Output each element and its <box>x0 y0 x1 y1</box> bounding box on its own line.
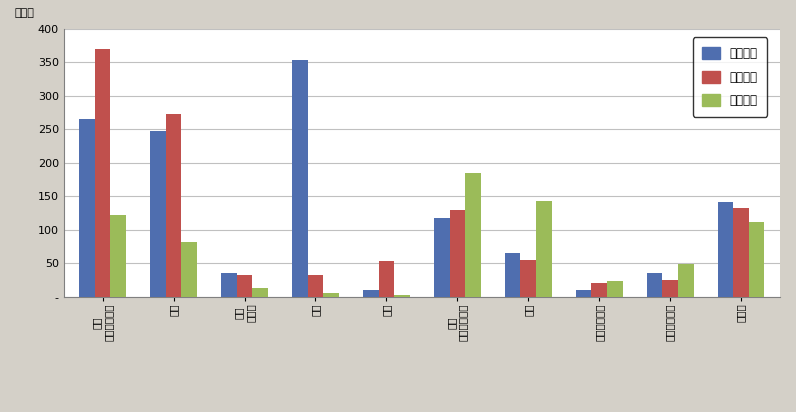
Bar <box>662 280 678 297</box>
Bar <box>150 131 166 297</box>
Bar <box>394 295 410 297</box>
Bar <box>80 119 95 297</box>
Y-axis label: （人）: （人） <box>14 8 34 18</box>
Bar <box>252 288 268 297</box>
Bar <box>181 242 197 297</box>
Bar <box>450 210 465 297</box>
Bar <box>95 49 111 297</box>
Bar <box>576 290 591 297</box>
Bar <box>749 222 764 297</box>
Bar <box>678 264 693 297</box>
Bar <box>111 215 126 297</box>
Bar <box>221 273 236 297</box>
Bar <box>536 201 552 297</box>
Bar <box>718 201 733 297</box>
Bar <box>591 283 607 297</box>
Bar <box>323 293 339 297</box>
Bar <box>733 208 749 297</box>
Legend: 県外転入, 県外転出, 県内移動: 県外転入, 県外転出, 県内移動 <box>693 37 767 117</box>
Bar <box>166 114 181 297</box>
Bar <box>363 290 379 297</box>
Bar <box>292 60 308 297</box>
Bar <box>521 260 536 297</box>
Bar <box>236 274 252 297</box>
Bar <box>308 274 323 297</box>
Bar <box>465 173 481 297</box>
Bar <box>379 261 394 297</box>
Bar <box>607 281 622 297</box>
Bar <box>505 253 521 297</box>
Bar <box>434 218 450 297</box>
Bar <box>646 273 662 297</box>
